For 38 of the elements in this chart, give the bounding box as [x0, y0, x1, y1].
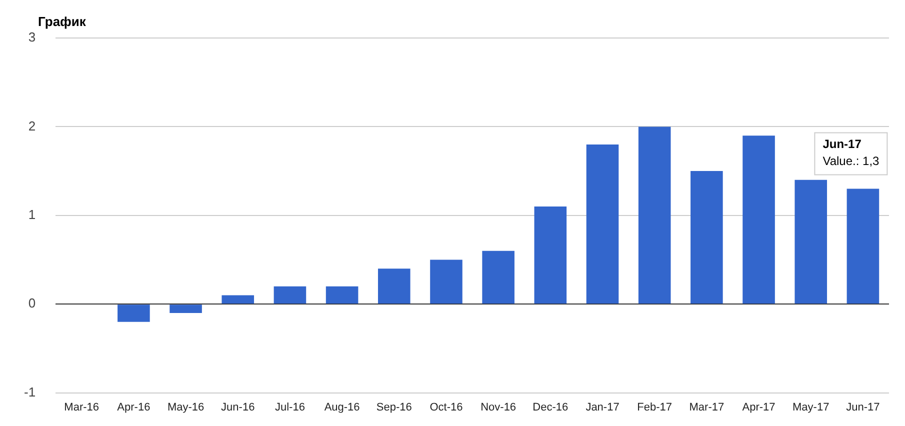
- y-tick-label: 0: [28, 296, 36, 311]
- x-tick-label: Oct-16: [430, 401, 463, 414]
- bar: [846, 188, 880, 304]
- bar: [274, 286, 306, 304]
- x-tick-label: May-16: [167, 401, 204, 414]
- x-tick-label: Nov-16: [480, 401, 516, 414]
- x-tick-label: Apr-17: [742, 401, 776, 414]
- bar: [638, 126, 671, 304]
- annotation: Jun-17 Value.: 1,3: [822, 137, 880, 168]
- x-tick-label: Apr-16: [117, 401, 150, 414]
- bar: [794, 180, 828, 304]
- bar: [690, 171, 723, 304]
- bar: [586, 144, 619, 304]
- bar: [482, 250, 514, 304]
- y-tick-label: 1: [28, 206, 36, 222]
- bar: [326, 286, 358, 304]
- bar: [222, 295, 254, 304]
- x-tick-label: Dec-16: [532, 401, 568, 414]
- bar: [170, 304, 202, 313]
- y-tick-label: 3: [28, 30, 36, 45]
- x-tick-label: Feb-17: [637, 401, 672, 414]
- chart-title: График: [38, 14, 86, 29]
- bar: [118, 304, 150, 322]
- x-tick-label: Jun-16: [221, 401, 255, 414]
- x-tick-label: Jun-17: [846, 401, 880, 414]
- x-tick-label: Sep-16: [376, 401, 412, 414]
- x-tick-label: Aug-16: [324, 401, 360, 414]
- x-tick-label: May-17: [792, 401, 830, 414]
- x-tick-label: Mar-16: [64, 401, 100, 414]
- bar: [742, 136, 775, 304]
- bar: [430, 260, 462, 304]
- x-tick-label: Jul-16: [274, 401, 305, 414]
- x-tick-label: Mar-17: [689, 401, 724, 414]
- bar: [534, 206, 567, 304]
- y-tick-label: -1: [24, 384, 36, 400]
- y-tick-label: 2: [28, 118, 36, 134]
- bar: [378, 268, 410, 304]
- x-tick-label: Jan-17: [586, 401, 620, 414]
